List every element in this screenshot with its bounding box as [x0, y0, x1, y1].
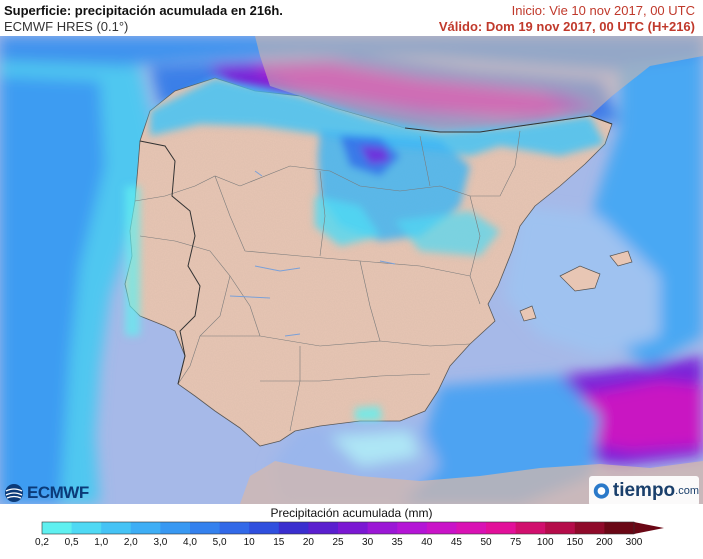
legend-swatch [486, 522, 517, 534]
legend-low-end [38, 522, 42, 534]
rivers [229, 170, 396, 337]
legend-tick-label: 150 [566, 537, 584, 548]
ecmwf-globe-icon [5, 484, 23, 502]
legend-tick-label: 0,5 [64, 537, 79, 548]
legend-swatch [101, 522, 132, 534]
legend-tick-label: 75 [510, 537, 522, 548]
legend-tick-label: 35 [391, 537, 403, 548]
tiempo-logo-text: tiempo [612, 480, 676, 501]
legend-tick-label: 0,2 [35, 537, 49, 548]
portugal-border [139, 140, 201, 385]
ecmwf-logo-text: ECMWF [27, 483, 89, 502]
region-borders [134, 130, 521, 432]
model-name: ECMWF HRES (0.1°) [4, 19, 129, 34]
legend-swatch [71, 522, 102, 534]
legend-swatch [219, 522, 250, 534]
africa-land [240, 461, 703, 504]
init-time: Inicio: Vie 10 nov 2017, 00 UTC [511, 3, 695, 18]
france-land [255, 36, 703, 132]
legend-swatch [515, 522, 546, 534]
tiempo-logo: tiempo .com [589, 476, 699, 506]
legend-swatch [42, 522, 73, 534]
legend-tick-label: 300 [625, 537, 643, 548]
legend-tick-label: 1,0 [94, 537, 109, 548]
legend-swatch [190, 522, 221, 534]
legend-tick-label: 10 [243, 537, 255, 548]
legend-tick-label: 40 [421, 537, 433, 548]
legend-swatch [604, 522, 635, 534]
map-title: Superficie: precipitación acumulada en 2… [4, 3, 283, 18]
legend-swatch [130, 522, 161, 534]
legend-swatch [574, 522, 605, 534]
legend-tick-label: 200 [596, 537, 613, 548]
legend-tick-label: 30 [362, 537, 374, 548]
legend-swatch [456, 522, 487, 534]
legend-tick-label: 3,0 [153, 537, 168, 548]
legend-tick-label: 15 [273, 537, 285, 548]
legend-tick-label: 50 [480, 537, 492, 548]
legend-tick-label: 5,0 [212, 537, 227, 548]
legend-tick-label: 2,0 [123, 537, 138, 548]
legend-title: Precipitación acumulada (mm) [270, 506, 433, 520]
legend-swatch [367, 522, 398, 534]
map-header: Superficie: precipitación acumulada en 2… [0, 0, 703, 36]
legend-swatch [249, 522, 280, 534]
legend-swatch [278, 522, 309, 534]
legend-tick-label: 20 [302, 537, 314, 548]
land-precipitation [125, 78, 605, 421]
legend-swatch [545, 522, 576, 534]
legend: Precipitación acumulada (mm) 0,2 0,5 1,0 2,… [0, 504, 703, 559]
legend-swatch [308, 522, 339, 534]
balearic-islands [519, 250, 633, 322]
legend-tick-label: 100 [536, 537, 554, 548]
legend-outline [41, 521, 635, 535]
pyrenees-border [404, 115, 613, 133]
legend-tick-label: 45 [450, 537, 462, 548]
valid-time: Válido: Dom 19 nov 2017, 00 UTC (H+216) [438, 19, 695, 34]
legend-high-end [634, 522, 664, 534]
legend-swatch [160, 522, 191, 534]
legend-color-bar [38, 521, 664, 535]
legend-tick-label: 4,0 [183, 537, 197, 548]
legend-tick-label: 25 [332, 537, 344, 548]
legend-swatch [426, 522, 457, 534]
ecmwf-logo: ECMWF [4, 483, 89, 503]
tiempo-cloud-icon [593, 483, 610, 499]
legend-swatch [397, 522, 428, 534]
tiempo-logo-domain: .com [675, 485, 699, 497]
legend-swatch [338, 522, 369, 534]
precipitation-map [0, 36, 703, 504]
